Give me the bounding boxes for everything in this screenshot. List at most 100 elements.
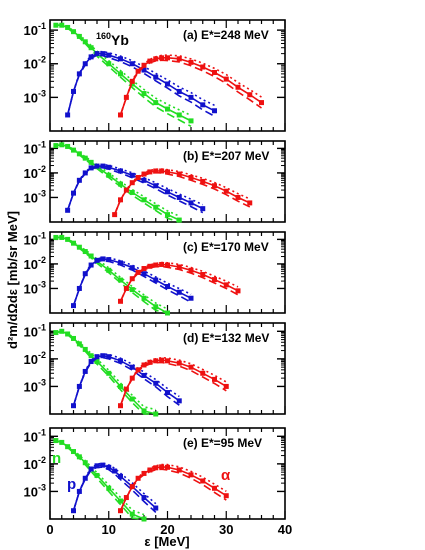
- data-point-n: [53, 143, 59, 149]
- data-point-p: [76, 71, 82, 77]
- data-point-p: [176, 88, 182, 94]
- data-point-p: [141, 495, 147, 501]
- data-point-alpha: [135, 175, 141, 181]
- data-point-p: [129, 265, 135, 271]
- data-point-n: [71, 147, 76, 153]
- data-point-p: [88, 165, 94, 171]
- data-point-n: [141, 197, 147, 203]
- data-point-p: [94, 463, 100, 469]
- data-point-alpha: [153, 465, 159, 471]
- series-label-p: p: [67, 476, 76, 493]
- data-point-n: [129, 81, 135, 87]
- data-point-n: [106, 267, 112, 273]
- data-point-p: [200, 102, 206, 108]
- data-point-alpha: [188, 364, 194, 370]
- data-point-p: [153, 74, 159, 80]
- panel-label: (d) E*=132 MeV: [183, 331, 269, 345]
- panel-0: 10-1 10-2 10-3 (a) E*=248 MeV 160Yb: [24, 19, 286, 132]
- y-tick-label: 10-1: [24, 322, 46, 339]
- data-point-alpha: [212, 183, 217, 189]
- data-point-n: [106, 370, 112, 376]
- data-point-alpha: [141, 62, 147, 68]
- data-point-p: [153, 183, 159, 189]
- data-point-alpha: [147, 467, 153, 473]
- data-point-n: [165, 310, 170, 316]
- data-point-alpha: [129, 180, 135, 186]
- series-alpha-curve-1: [119, 59, 262, 116]
- data-point-alpha: [118, 112, 123, 118]
- panel-label: (e) E*=95 MeV: [183, 436, 262, 450]
- data-point-n: [153, 204, 159, 210]
- data-point-p: [65, 207, 71, 213]
- data-point-alpha: [147, 359, 153, 365]
- data-point-p: [106, 164, 112, 170]
- data-point-p: [118, 358, 123, 364]
- data-point-alpha: [153, 56, 159, 62]
- data-point-alpha: [259, 100, 264, 106]
- data-point-p: [71, 190, 76, 196]
- data-point-n: [118, 498, 123, 504]
- data-point-n: [129, 287, 135, 293]
- data-point-n: [71, 335, 76, 341]
- data-point-alpha: [159, 55, 165, 61]
- data-point-n: [141, 91, 147, 97]
- data-point-alpha: [159, 464, 165, 470]
- data-point-p: [71, 403, 76, 409]
- data-point-alpha: [118, 197, 123, 203]
- data-point-n: [82, 39, 88, 45]
- y-tick-label: 10-2: [24, 164, 46, 181]
- data-point-n: [129, 189, 135, 195]
- series-label-n: n: [52, 450, 61, 467]
- data-point-n: [106, 172, 112, 178]
- data-point-n: [71, 240, 76, 246]
- data-point-n: [82, 346, 88, 352]
- data-point-p: [141, 271, 147, 277]
- data-point-p: [129, 364, 135, 370]
- data-point-alpha: [247, 92, 253, 98]
- data-point-alpha: [165, 169, 170, 175]
- data-point-p: [141, 67, 147, 73]
- data-point-alpha: [176, 360, 182, 366]
- x-axis-title: ε [MeV]: [144, 534, 189, 549]
- data-point-alpha: [200, 370, 206, 376]
- series-alpha-curve-0: [119, 359, 227, 406]
- data-point-alpha: [223, 282, 229, 288]
- data-point-n: [71, 29, 76, 35]
- series-n-curve-2: [55, 330, 156, 411]
- data-point-alpha: [118, 508, 123, 514]
- data-point-p: [71, 508, 76, 514]
- data-point-p: [106, 354, 112, 360]
- data-point-alpha: [235, 288, 241, 294]
- data-point-alpha: [176, 264, 182, 270]
- data-point-alpha: [159, 168, 165, 174]
- data-point-alpha: [153, 262, 159, 268]
- y-tick-label: 10-2: [24, 455, 46, 472]
- data-point-n: [82, 460, 88, 466]
- data-point-p: [100, 163, 106, 169]
- data-point-p: [118, 168, 123, 174]
- data-point-n: [53, 234, 59, 240]
- data-point-n: [76, 33, 82, 39]
- data-point-p: [118, 260, 123, 266]
- data-point-alpha: [141, 171, 147, 177]
- data-point-alpha: [188, 267, 194, 273]
- data-point-p: [176, 289, 182, 295]
- data-point-n: [65, 236, 71, 242]
- data-point-p: [82, 271, 88, 277]
- data-point-n: [76, 151, 82, 157]
- data-point-alpha: [135, 367, 141, 373]
- y-tick-label: 10-3: [24, 482, 46, 499]
- data-point-alpha: [123, 187, 129, 193]
- data-point-alpha: [153, 358, 159, 364]
- data-point-p: [100, 353, 106, 359]
- data-point-n: [76, 244, 82, 250]
- data-point-alpha: [200, 64, 206, 70]
- y-tick-label: 10-1: [24, 427, 46, 444]
- series-label-alpha: α: [221, 467, 231, 484]
- data-point-n: [65, 444, 71, 450]
- series-p-curve-1: [66, 54, 215, 117]
- data-point-alpha: [200, 272, 206, 278]
- x-tick-label: 0: [46, 522, 53, 537]
- y-tick-label: 10-1: [24, 139, 46, 156]
